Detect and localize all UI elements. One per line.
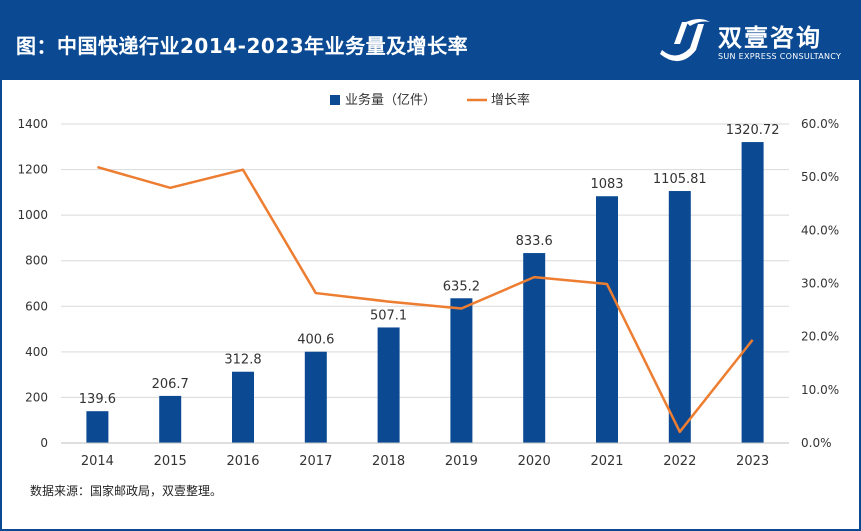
y-left-tick-label: 200 (25, 390, 48, 404)
bar-2019 (450, 298, 473, 443)
bar-label-2014: 139.6 (79, 392, 116, 407)
growth-rate-line (97, 165, 754, 434)
bar-data-labels: 139.6 206.7 312.8 400.6 507.1 635.2 833.6 1083 1… (79, 123, 780, 407)
y-axis-right: 0.0% 10.0% 20.0% 30.0% 40.0% 50.0% 60.0% (801, 117, 839, 450)
bar-label-2016: 312.8 (224, 353, 261, 368)
bar-2015 (159, 395, 182, 443)
y-right-tick-label: 30.0% (801, 277, 839, 291)
bar-2023 (741, 142, 764, 443)
legend-swatch-bar (330, 95, 340, 105)
x-tick-label: 2018 (372, 454, 405, 469)
y-left-tick-label: 1400 (17, 117, 48, 131)
bar-label-2017: 400.6 (297, 333, 334, 348)
bar-2017 (304, 351, 327, 443)
brand-mark-icon (660, 19, 710, 62)
gridlines (61, 123, 789, 398)
legend-label-bar: 业务量（亿件） (345, 92, 436, 108)
x-tick-label: 2023 (736, 454, 769, 469)
y-left-tick-label: 600 (25, 299, 48, 313)
y-right-tick-label: 40.0% (801, 223, 839, 237)
bar-2014 (86, 411, 109, 443)
bar-label-2020: 833.6 (516, 234, 553, 249)
y-left-tick-label: 0 (40, 436, 48, 450)
brand-tagline: SUN EXPRESS CONSULTANCY (718, 52, 842, 61)
bar-label-2023: 1320.72 (726, 123, 780, 138)
bar-2021 (596, 196, 618, 443)
y-left-tick-label: 800 (25, 254, 48, 268)
y-right-tick-label: 50.0% (801, 170, 839, 184)
x-tick-label: 2021 (590, 454, 623, 469)
bar-2016 (232, 371, 254, 443)
chart: 业务量（亿件） 增长率 0 200 400 600 800 1000 1200 1400 0.0… (17, 92, 839, 469)
x-tick-label: 2019 (445, 454, 478, 469)
x-tick-label: 2022 (663, 454, 696, 469)
y-right-tick-label: 60.0% (801, 117, 839, 131)
x-axis: 2014 2015 2016 2017 2018 2019 2020 2021 2022 2023 (61, 442, 789, 469)
brand-name: 双壹咨询 (718, 24, 822, 52)
x-tick-label: 2016 (226, 454, 259, 469)
y-axis-left: 0 200 400 600 800 1000 1200 1400 (17, 117, 48, 450)
y-right-tick-label: 0.0% (801, 436, 832, 450)
bar-2020 (523, 253, 546, 443)
y-left-tick-label: 1000 (17, 208, 48, 222)
legend: 业务量（亿件） 增长率 (330, 92, 530, 108)
line-series (97, 165, 754, 434)
y-right-tick-label: 20.0% (801, 330, 839, 344)
bar-series (86, 142, 764, 443)
x-tick-label: 2020 (518, 454, 551, 469)
x-tick-label: 2015 (154, 454, 187, 469)
brand-logo: 双壹咨询 SUN EXPRESS CONSULTANCY (656, 14, 846, 70)
y-right-tick-label: 10.0% (801, 383, 839, 397)
bar-2018 (377, 327, 400, 443)
bar-2022 (668, 191, 691, 443)
bar-label-2015: 206.7 (152, 377, 189, 392)
bar-label-2021: 1083 (590, 177, 623, 192)
header-banner: 图：中国快递行业2014-2023年业务量及增长率 双壹咨询 SUN EXPRE… (0, 0, 861, 80)
x-tick-label: 2017 (299, 454, 332, 469)
bar-label-2018: 507.1 (370, 308, 407, 323)
legend-label-line: 增长率 (491, 92, 530, 108)
y-left-tick-label: 400 (25, 345, 48, 359)
page-title: 图：中国快递行业2014-2023年业务量及增长率 (16, 34, 469, 58)
bar-label-2022: 1105.81 (653, 172, 707, 187)
y-left-tick-label: 1200 (17, 163, 48, 177)
source-note: 数据来源：国家邮政局，双壹整理。 (30, 484, 223, 498)
x-tick-label: 2014 (81, 454, 114, 469)
bar-label-2019: 635.2 (443, 279, 480, 294)
